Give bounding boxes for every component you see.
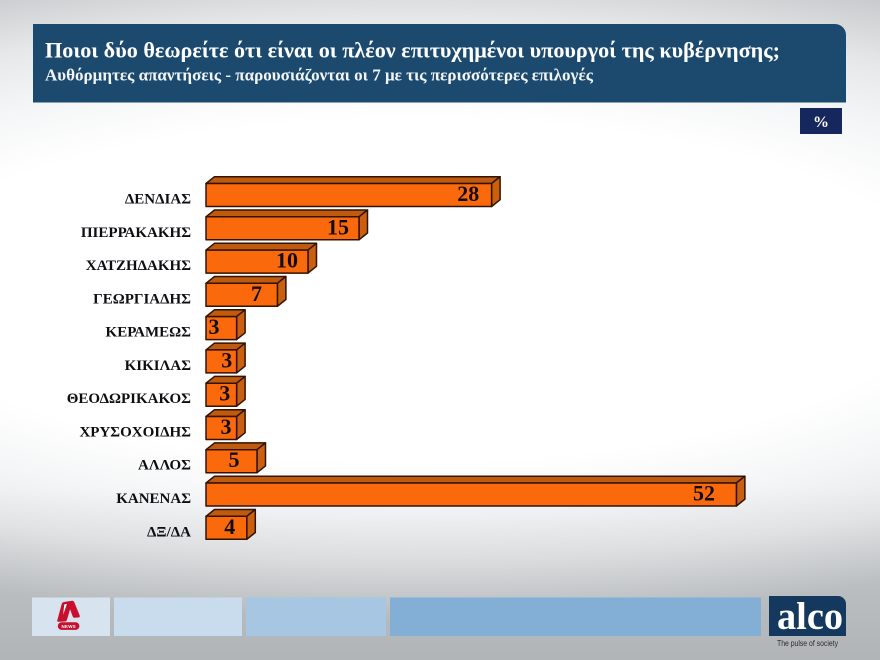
svg-text:The pulse of society: The pulse of society — [777, 639, 838, 648]
svg-text:ΑΛΛΟΣ: ΑΛΛΟΣ — [138, 458, 191, 474]
svg-text:52: 52 — [693, 481, 715, 506]
svg-text:3: 3 — [221, 347, 232, 372]
svg-text:7: 7 — [251, 281, 262, 306]
svg-text:4: 4 — [224, 514, 235, 539]
svg-text:10: 10 — [276, 248, 298, 273]
svg-text:ΓΕΩΡΓΙΑΔΗΣ: ΓΕΩΡΓΙΑΔΗΣ — [93, 291, 191, 307]
svg-text:ΧΡΥΣΟΧΟΙΔΗΣ: ΧΡΥΣΟΧΟΙΔΗΣ — [79, 425, 191, 441]
svg-text:3: 3 — [221, 414, 232, 439]
svg-text:15: 15 — [327, 214, 349, 239]
svg-text:Ποιοι δύο θεωρείτε ότι είναι ο: Ποιοι δύο θεωρείτε ότι είναι οι πλέον επ… — [45, 38, 780, 63]
svg-text:ΚΑΝΕΝΑΣ: ΚΑΝΕΝΑΣ — [116, 491, 191, 507]
svg-text:alco: alco — [777, 595, 843, 638]
svg-text:ΠΙΕΡΡΑΚΑΚΗΣ: ΠΙΕΡΡΑΚΑΚΗΣ — [81, 225, 191, 241]
svg-text:NEWS: NEWS — [61, 624, 76, 629]
svg-text:3: 3 — [209, 314, 220, 339]
svg-text:ΘΕΟΔΩΡΙΚΑΚΟΣ: ΘΕΟΔΩΡΙΚΑΚΟΣ — [67, 391, 191, 407]
svg-text:ΧΑΤΖΗΔΑΚΗΣ: ΧΑΤΖΗΔΑΚΗΣ — [86, 258, 191, 274]
svg-text:Αυθόρμητες απαντήσεις - παρουσ: Αυθόρμητες απαντήσεις - παρουσιάζονται ο… — [45, 66, 594, 85]
svg-text:3: 3 — [219, 381, 230, 406]
svg-text:28: 28 — [457, 181, 479, 206]
svg-text:ΔΞ/ΔΑ: ΔΞ/ΔΑ — [147, 524, 191, 540]
svg-text:5: 5 — [229, 447, 240, 472]
svg-text:%: % — [813, 114, 829, 131]
svg-text:ΔΕΝΔΙΑΣ: ΔΕΝΔΙΑΣ — [125, 192, 191, 208]
svg-text:ΚΕΡΑΜΕΩΣ: ΚΕΡΑΜΕΩΣ — [106, 325, 192, 341]
svg-text:ΚΙΚΙΛΑΣ: ΚΙΚΙΛΑΣ — [125, 358, 192, 374]
